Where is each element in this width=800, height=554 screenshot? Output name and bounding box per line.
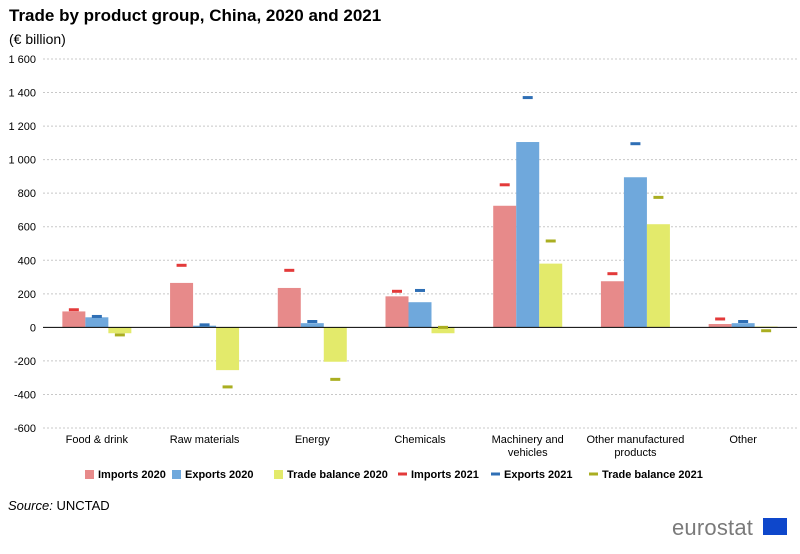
bar-imports-2020 xyxy=(493,205,517,328)
bar-trade-balance-2020 xyxy=(108,327,132,334)
legend-swatch xyxy=(172,470,181,479)
legend-label: Exports 2020 xyxy=(185,469,253,481)
bar-trade-balance-2020 xyxy=(539,263,563,328)
legend-label: Imports 2021 xyxy=(411,469,479,481)
category-label: Other xyxy=(729,434,757,446)
y-tick-label: 800 xyxy=(18,188,36,200)
category-label: Food & drink xyxy=(66,434,129,446)
y-tick-label: 1 400 xyxy=(8,88,36,100)
bar-exports-2020 xyxy=(300,323,324,328)
bar-imports-2020 xyxy=(277,287,301,328)
y-tick-label: 1 000 xyxy=(8,155,36,167)
y-tick-label: 1 600 xyxy=(8,54,36,66)
bar-exports-2020 xyxy=(85,317,109,328)
source-value: UNCTAD xyxy=(56,498,110,513)
bar-imports-2020 xyxy=(600,281,624,328)
bar-imports-2020 xyxy=(170,282,194,328)
legend-swatch xyxy=(274,470,283,479)
y-tick-label: 0 xyxy=(30,322,36,334)
y-tick-label: -400 xyxy=(14,389,36,401)
chart-title: Trade by product group, China, 2020 and … xyxy=(9,6,382,25)
bar-imports-2020 xyxy=(708,324,732,328)
legend-label: Trade balance 2020 xyxy=(287,469,388,481)
legend-label: Trade balance 2021 xyxy=(602,469,703,481)
bar-exports-2020 xyxy=(408,302,432,328)
bar-exports-2020 xyxy=(193,325,217,328)
eurostat-logo: eurostat xyxy=(672,515,754,540)
chart-subtitle: (€ billion) xyxy=(9,31,66,47)
y-tick-label: 600 xyxy=(18,222,36,234)
bar-imports-2020 xyxy=(62,311,86,328)
y-tick-label: 400 xyxy=(18,255,36,267)
bar-trade-balance-2020 xyxy=(431,327,455,334)
bar-chart: 1 600 1 400 1 200 1 000 800 600 400 200 0 -200 -40… xyxy=(8,54,797,481)
bar-trade-balance-2020 xyxy=(216,327,240,371)
legend-swatch xyxy=(85,470,94,479)
category-label: Other manufactured products xyxy=(587,434,685,459)
legend-label: Exports 2021 xyxy=(504,469,572,481)
legend-label: Imports 2020 xyxy=(98,469,166,481)
y-tick-label: 1 200 xyxy=(8,121,36,133)
category-label: Energy xyxy=(295,434,330,446)
bar-trade-balance-2020 xyxy=(646,224,670,328)
y-tick-label: -200 xyxy=(14,356,36,368)
category-label: Chemicals xyxy=(394,434,446,446)
eu-flag-icon xyxy=(763,518,787,535)
bar-trade-balance-2020 xyxy=(323,327,347,362)
category-label: Raw materials xyxy=(170,434,240,446)
bar-exports-2020 xyxy=(731,323,755,328)
bar-imports-2020 xyxy=(385,296,409,328)
bar-exports-2020 xyxy=(516,142,540,328)
source-label: Source: xyxy=(8,498,53,513)
y-tick-label: -600 xyxy=(14,423,36,435)
bar-exports-2020 xyxy=(623,177,647,328)
category-label: Machinery and vehicles xyxy=(492,434,564,459)
source-note: Source: UNCTAD xyxy=(8,498,110,513)
y-tick-label: 200 xyxy=(18,289,36,301)
